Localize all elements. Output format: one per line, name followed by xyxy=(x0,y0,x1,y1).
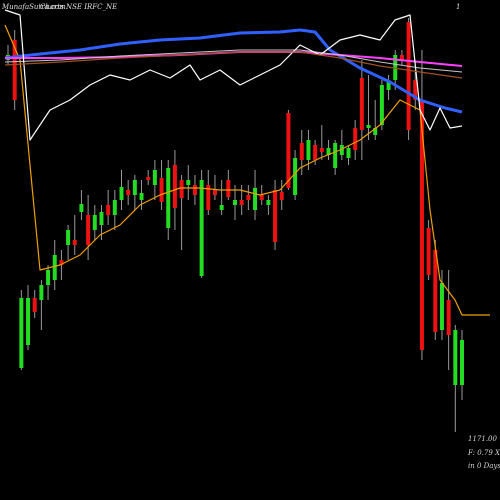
candle-up xyxy=(333,143,338,168)
candle-up xyxy=(366,125,371,128)
candle-up xyxy=(199,180,204,276)
site-label: MunafaSutra.com xyxy=(1,3,66,11)
candle-up xyxy=(386,82,391,90)
candle-down xyxy=(179,180,184,198)
candle-down xyxy=(126,190,131,195)
candle-up xyxy=(379,85,384,125)
candle-up xyxy=(339,145,344,155)
candle-down xyxy=(313,145,318,160)
moving-average-lines xyxy=(4,9,490,316)
candle-up xyxy=(119,187,124,200)
moving-average-line-5 xyxy=(4,9,463,141)
candle-down xyxy=(353,128,358,150)
candle-up xyxy=(46,270,51,285)
candle-up xyxy=(393,55,398,80)
candle-down xyxy=(286,113,291,188)
candle-up xyxy=(219,205,224,210)
candle-down xyxy=(406,22,411,130)
chart-title: Charts NSE IRFC_NE xyxy=(40,3,117,11)
candle-down xyxy=(32,298,37,312)
candle-down xyxy=(146,177,151,180)
candle-up xyxy=(19,298,24,368)
candle-up xyxy=(460,340,464,385)
header-right-marker: 1 xyxy=(456,3,460,11)
candle-down xyxy=(319,148,324,152)
candle-up xyxy=(52,255,57,280)
moving-average-line-6 xyxy=(4,51,463,79)
candle-down xyxy=(12,40,17,100)
candle-up xyxy=(233,200,237,205)
candle-up xyxy=(66,230,71,245)
candle-up xyxy=(186,180,191,185)
candle-down xyxy=(413,80,418,100)
candle-up xyxy=(92,215,97,230)
candle-down xyxy=(433,250,438,332)
change-label: F: 0.79 X xyxy=(467,449,500,457)
candle-up xyxy=(152,170,157,185)
candle-down xyxy=(446,300,451,335)
candle-down xyxy=(172,165,177,208)
candle-up xyxy=(132,180,137,195)
candle-bodies xyxy=(6,22,464,385)
candle-up xyxy=(166,168,171,228)
candle-down xyxy=(86,215,91,245)
candle-down xyxy=(59,260,64,265)
price-label: 1171.00 xyxy=(468,435,497,443)
candle-down xyxy=(212,190,217,195)
candle-down xyxy=(106,205,111,215)
candle-up xyxy=(79,204,84,212)
period-label: in 0 Days xyxy=(468,462,500,470)
moving-average-line-4 xyxy=(4,49,463,73)
candle-down xyxy=(259,195,264,200)
moving-average-line-2 xyxy=(4,28,463,114)
candle-down xyxy=(399,55,404,60)
candle-down xyxy=(226,180,231,197)
candle-down xyxy=(72,240,77,245)
candle-up xyxy=(26,298,31,345)
candle-up xyxy=(293,158,298,195)
candle-up xyxy=(346,148,351,158)
candle-down xyxy=(246,195,251,200)
candle-down xyxy=(159,178,164,202)
candle-down xyxy=(192,185,197,195)
candle-up xyxy=(453,330,458,385)
candle-down xyxy=(419,100,424,350)
moving-average-line-1 xyxy=(4,24,490,316)
candle-up xyxy=(266,200,271,205)
candle-down xyxy=(206,185,211,210)
candle-down xyxy=(273,190,278,242)
candle-up xyxy=(112,200,117,215)
candle-up xyxy=(39,285,44,300)
candle-up xyxy=(326,148,331,155)
candle-up xyxy=(373,128,378,135)
candle-up xyxy=(139,193,144,200)
candle-down xyxy=(239,200,244,205)
candle-up xyxy=(439,283,444,330)
candle-down xyxy=(359,78,364,130)
candle-down xyxy=(299,143,304,160)
candle-up xyxy=(99,212,104,225)
candle-down xyxy=(279,192,284,200)
candle-down xyxy=(426,228,431,275)
candle-up xyxy=(253,188,258,210)
candle-up xyxy=(306,140,311,160)
